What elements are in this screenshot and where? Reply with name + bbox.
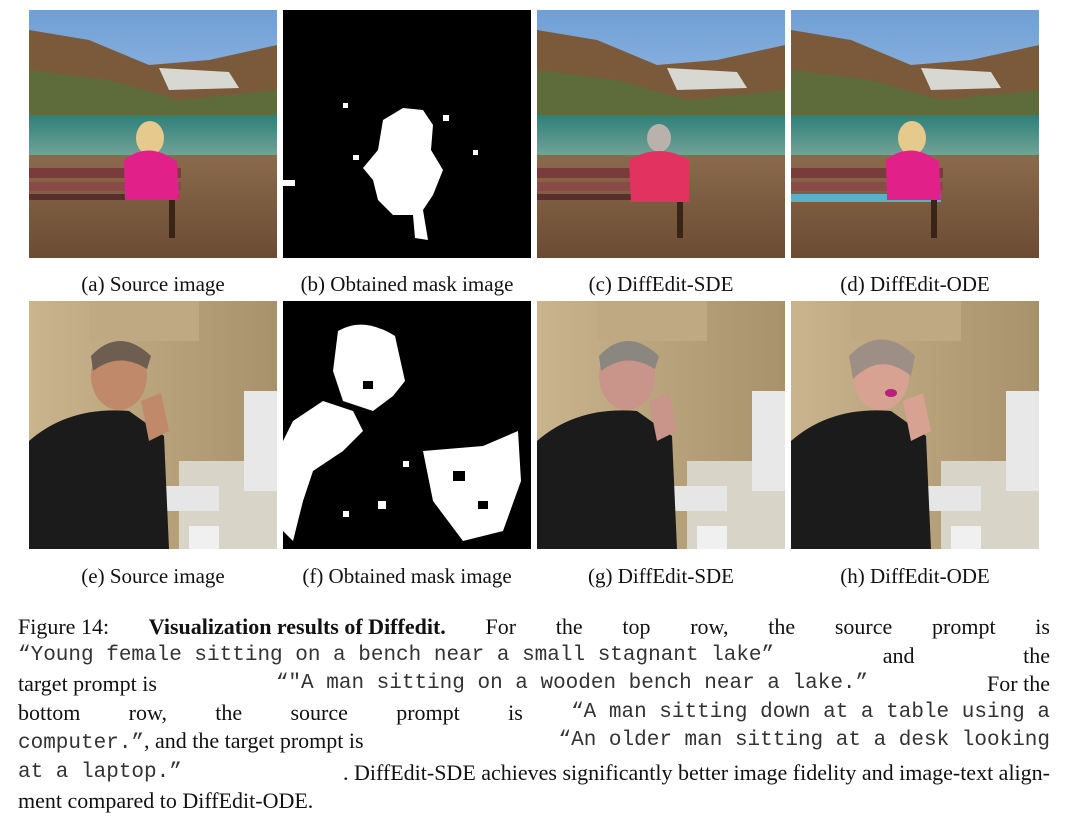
figure-caption: Figure 14: Visualization results of Diff… [18,613,1050,816]
caption-h: (h) DiffEdit-ODE [840,564,990,588]
caption-a: (a) Source image [81,272,225,296]
diffedit-ode-lake [791,10,1039,258]
source-prompt-bottom: “A man sitting down at a table using a [571,700,1050,724]
target-prompt-bottom: “An older man sitting at a desk looking [558,729,1050,752]
diffedit-ode-desk [791,301,1039,549]
caption-d: (d) DiffEdit-ODE [840,272,990,296]
target-prompt-top: “"A man sitting on a wooden bench near a… [275,672,869,695]
figure-title: Visualization results of Diffedit. [148,614,446,639]
caption-f: (f) Obtained mask image [302,564,512,588]
caption-c: (c) DiffEdit-SDE [588,272,734,296]
caption-line-3: target prompt is “"A man sitting on a wo… [18,670,1050,699]
source-prompt-top: “Young female sitting on a bench near a … [18,643,775,667]
figure-label: Figure 14: [18,614,110,639]
caption-line-2: “Young female sitting on a bench near a … [18,642,1050,671]
source-image-desk [29,301,277,549]
caption-e: (e) Source image [81,564,225,588]
source-image-lake [29,10,277,258]
caption-g: (g) DiffEdit-SDE [587,564,734,588]
caption-line-7: ment compared to DiffEdit-ODE. [18,788,314,813]
caption-b: (b) Obtained mask image [300,272,514,296]
mask-image-lake [283,10,531,258]
diffedit-sde-lake [537,10,785,258]
mask-image-desk [283,301,531,549]
caption-line-4: bottom row, the source prompt is “A man … [18,699,1050,728]
caption-line-1: Figure 14: Visualization results of Diff… [18,613,1050,642]
caption-line-6: at a laptop.” . DiffEdit-SDE achieves si… [18,759,1050,785]
diffedit-sde-desk [537,301,785,549]
caption-line-5: computer.”, and the target prompt is “An… [18,727,1050,759]
